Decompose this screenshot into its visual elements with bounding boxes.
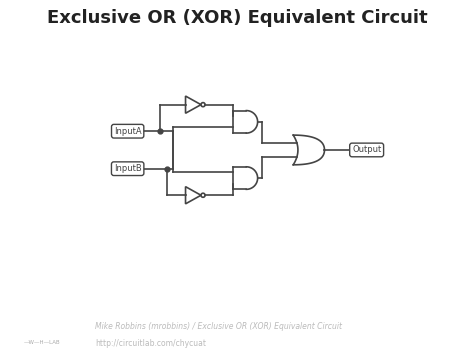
Text: CIRCUIT: CIRCUIT (24, 324, 55, 330)
Text: InputB: InputB (114, 164, 142, 173)
Text: Mike Robbins (mrobbins) / Exclusive OR (XOR) Equivalent Circuit: Mike Robbins (mrobbins) / Exclusive OR (… (95, 322, 342, 331)
Text: —W—H—LAB: —W—H—LAB (24, 340, 60, 345)
Text: http://circuitlab.com/chycuat: http://circuitlab.com/chycuat (95, 339, 206, 348)
Text: InputA: InputA (114, 127, 141, 136)
Text: Output: Output (352, 146, 381, 154)
Text: Exclusive OR (XOR) Equivalent Circuit: Exclusive OR (XOR) Equivalent Circuit (46, 9, 428, 27)
